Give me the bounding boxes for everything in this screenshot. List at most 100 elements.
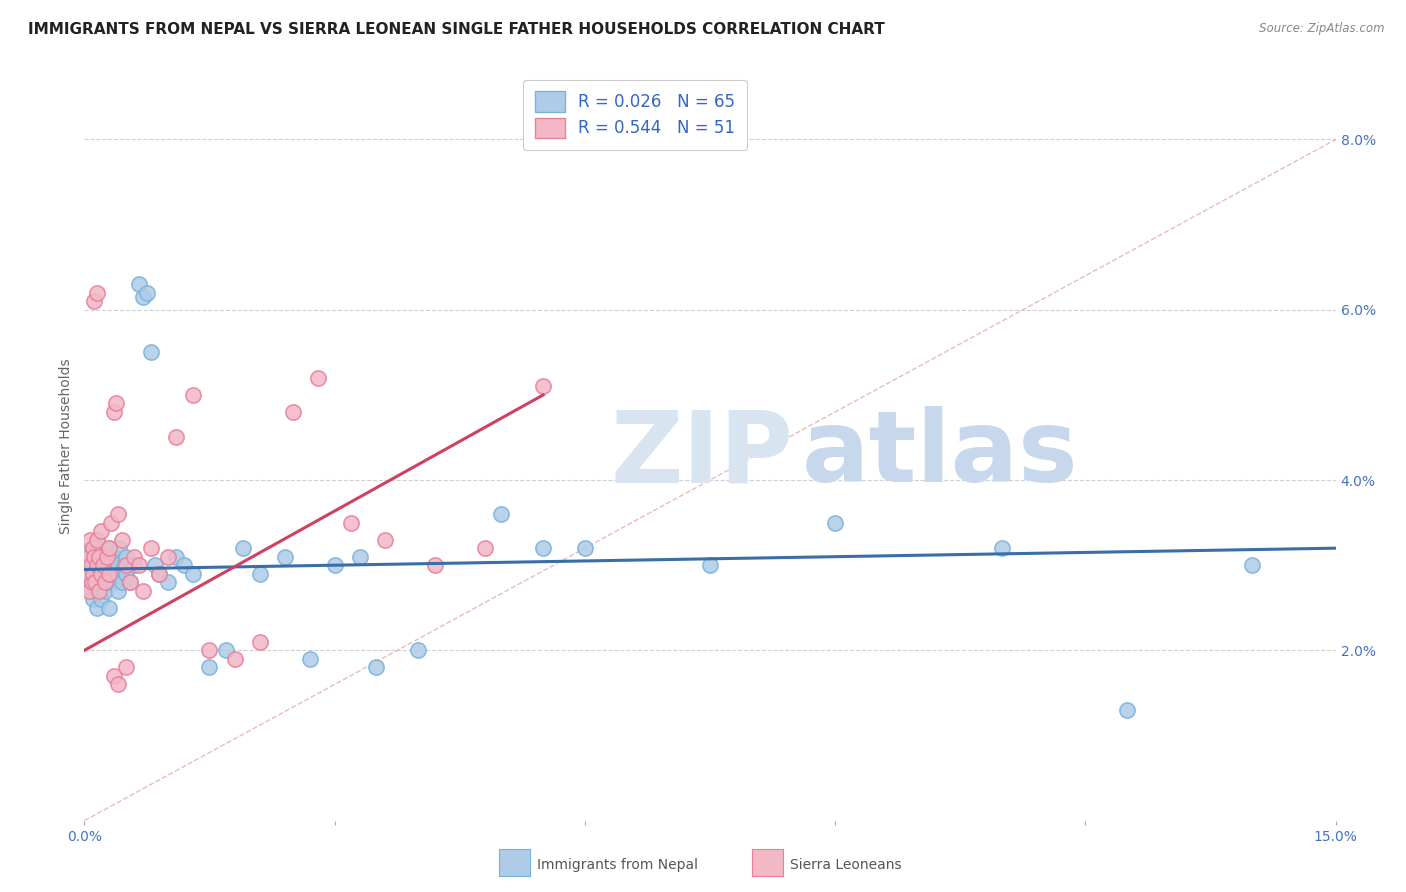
Point [232,541,254,556]
Point [474,541,496,556]
Point [77,575,100,590]
Point [86,600,108,615]
Point [531,541,554,556]
Point [98,541,121,556]
Point [79,583,101,598]
Point [82,592,104,607]
Point [115,558,138,573]
Point [96,575,118,590]
Point [148,566,170,581]
Point [96,549,118,564]
Point [79,558,101,573]
Point [824,516,846,530]
Point [366,660,388,674]
Point [165,549,187,564]
Point [156,549,179,564]
Point [82,566,104,581]
Point [83,558,105,573]
Y-axis label: Single Father Households: Single Father Households [59,359,73,533]
Point [111,533,134,547]
Point [156,575,179,590]
Point [273,549,295,564]
Point [107,507,129,521]
Point [120,575,142,590]
Point [148,566,170,581]
Point [91,558,114,573]
Point [86,558,108,573]
Point [124,549,146,564]
Point [98,558,121,573]
Point [90,524,112,538]
Point [80,541,103,556]
Point [79,533,101,547]
Point [115,549,138,564]
Point [249,566,271,581]
Point [76,566,98,581]
Point [132,583,155,598]
Point [89,549,111,564]
Point [132,290,155,304]
Point [406,643,429,657]
Point [423,558,446,573]
Point [105,396,128,410]
Text: ZIP: ZIP [610,406,793,503]
Point [100,516,122,530]
Point [80,575,103,590]
Point [94,575,117,590]
Point [98,541,121,556]
Point [181,388,204,402]
Point [128,558,150,573]
Point [103,405,125,419]
Point [98,566,121,581]
Point [107,583,129,598]
Point [139,345,162,359]
Point [90,575,112,590]
Point [323,558,346,573]
Point [111,575,134,590]
Point [91,566,114,581]
Point [1116,703,1139,717]
Point [374,533,396,547]
Point [86,533,108,547]
Point [991,541,1014,556]
Point [82,549,104,564]
Point [103,669,125,683]
Text: atlas: atlas [801,406,1078,503]
Point [491,507,513,521]
Point [136,285,159,300]
Point [86,533,108,547]
Legend: R = 0.026   N = 65, R = 0.544   N = 51: R = 0.026 N = 65, R = 0.544 N = 51 [523,79,747,150]
Point [249,635,271,649]
Text: Immigrants from Nepal: Immigrants from Nepal [537,858,699,872]
Point [181,566,204,581]
Point [198,660,221,674]
Point [98,600,121,615]
Point [77,549,100,564]
Point [115,566,138,581]
Point [107,566,129,581]
Point [1241,558,1264,573]
Point [83,294,105,309]
Point [100,566,122,581]
Point [90,592,112,607]
Point [105,558,128,573]
Point [80,558,103,573]
Point [215,643,238,657]
Point [143,558,166,573]
Point [90,558,112,573]
Point [84,575,107,590]
Point [224,652,246,666]
Point [89,549,111,564]
Point [112,558,135,573]
Point [699,558,721,573]
Point [340,516,363,530]
Point [82,541,104,556]
Text: Source: ZipAtlas.com: Source: ZipAtlas.com [1260,22,1385,36]
Point [115,660,138,674]
Point [298,652,321,666]
Point [198,643,221,657]
Point [84,575,107,590]
Point [128,277,150,292]
Point [103,549,125,564]
Text: IMMIGRANTS FROM NEPAL VS SIERRA LEONEAN SINGLE FATHER HOUSEHOLDS CORRELATION CHA: IMMIGRANTS FROM NEPAL VS SIERRA LEONEAN … [28,22,884,37]
